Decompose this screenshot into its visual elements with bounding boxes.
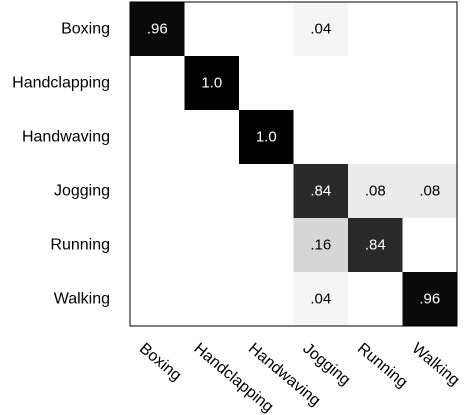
cell-running-handwaving xyxy=(239,218,294,273)
cell-running-boxing xyxy=(130,218,185,273)
cell-boxing-handclapping xyxy=(184,2,240,57)
cell-value-walking-walking: .96 xyxy=(419,291,440,308)
cell-value-jogging-running: .08 xyxy=(365,183,386,200)
cell-jogging-walking xyxy=(402,164,458,219)
cell-walking-handclapping xyxy=(184,272,240,327)
cell-value-boxing-boxing: .96 xyxy=(147,21,168,38)
cell-handclapping-handclapping xyxy=(184,56,240,111)
cell-boxing-walking xyxy=(402,2,458,57)
cell-jogging-boxing xyxy=(130,164,185,219)
cell-value-walking-jogging: .04 xyxy=(310,291,331,308)
cell-jogging-jogging xyxy=(293,164,349,219)
cell-handwaving-running xyxy=(348,110,403,165)
row-label-handwaving: Handwaving xyxy=(22,129,110,146)
plot-frame xyxy=(129,1,458,327)
cell-value-handwaving-handwaving: 1.0 xyxy=(256,129,277,146)
cell-walking-boxing xyxy=(130,272,185,327)
cell-handwaving-handclapping xyxy=(184,110,240,165)
cell-handwaving-handwaving xyxy=(239,110,294,165)
cell-jogging-running xyxy=(348,164,403,219)
cell-jogging-handwaving xyxy=(239,164,294,219)
row-label-boxing: Boxing xyxy=(61,21,110,38)
cell-handwaving-boxing xyxy=(130,110,185,165)
cell-handclapping-running xyxy=(348,56,403,111)
cell-value-jogging-walking: .08 xyxy=(419,183,440,200)
cell-value-boxing-jogging: .04 xyxy=(310,21,331,38)
cell-running-jogging xyxy=(293,218,349,273)
cell-handwaving-jogging xyxy=(293,110,349,165)
cell-handclapping-jogging xyxy=(293,56,349,111)
cell-jogging-handclapping xyxy=(184,164,240,219)
cell-walking-walking xyxy=(402,272,458,327)
cell-running-walking xyxy=(402,218,458,273)
cell-walking-jogging xyxy=(293,272,349,327)
cell-value-jogging-jogging: .84 xyxy=(310,183,331,200)
cell-value-running-running: .84 xyxy=(365,237,386,254)
cell-boxing-handwaving xyxy=(239,2,294,57)
row-label-running: Running xyxy=(50,237,110,254)
row-label-walking: Walking xyxy=(54,291,110,308)
cell-handclapping-boxing xyxy=(130,56,185,111)
cell-handclapping-handwaving xyxy=(239,56,294,111)
cell-value-running-jogging: .16 xyxy=(310,237,331,254)
cell-handclapping-walking xyxy=(402,56,458,111)
row-label-handclapping: Handclapping xyxy=(12,75,110,92)
cell-value-handclapping-handclapping: 1.0 xyxy=(201,75,222,92)
cell-handwaving-walking xyxy=(402,110,458,165)
cell-walking-running xyxy=(348,272,403,327)
cell-running-running xyxy=(348,218,403,273)
cell-running-handclapping xyxy=(184,218,240,273)
row-labels: Boxing Handclapping Handwaving Jogging Runni… xyxy=(12,21,110,308)
cell-boxing-boxing xyxy=(130,2,185,57)
cell-walking-handwaving xyxy=(239,272,294,327)
heatmap-cells: .96 .04 1.0 1.0 .84 .08 .08 .16 .84 .04 .96 xyxy=(130,2,458,327)
cell-boxing-running xyxy=(348,2,403,57)
cell-boxing-jogging xyxy=(293,2,349,57)
row-label-jogging: Jogging xyxy=(54,183,110,200)
